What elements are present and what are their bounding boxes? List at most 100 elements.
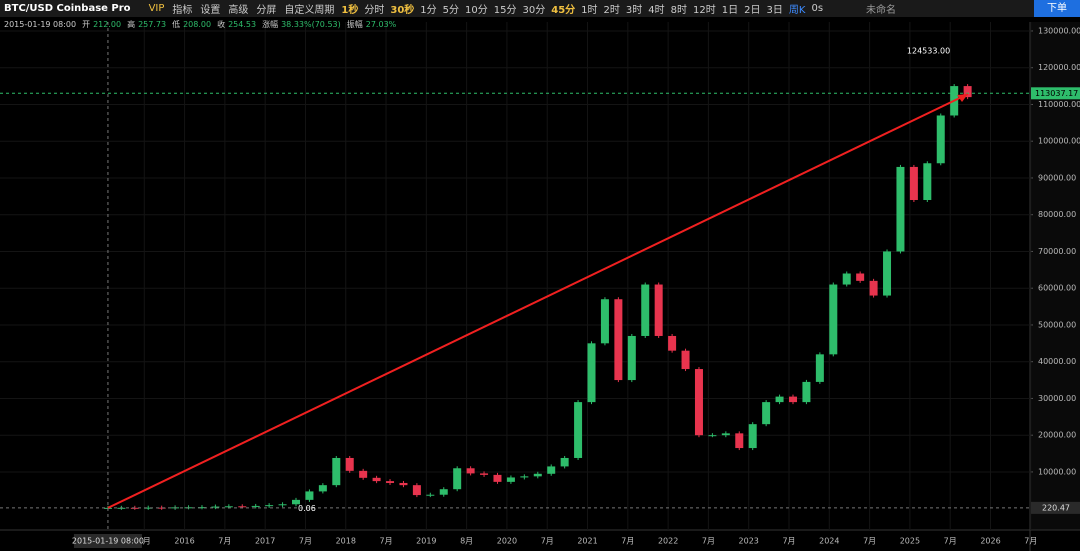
candle-body xyxy=(614,299,623,381)
interval[interactable]: 30秒 xyxy=(390,5,415,16)
candle-body xyxy=(265,505,274,507)
info-value: 38.33%(70.53) xyxy=(281,20,341,29)
toolbar-item[interactable]: 分屏 xyxy=(256,5,277,16)
candle-body xyxy=(936,115,945,164)
interval[interactable]: 12时 xyxy=(693,5,716,16)
y-tick-label: 40000.00 xyxy=(1038,357,1076,366)
interval[interactable]: 1日 xyxy=(721,5,739,16)
candle-body xyxy=(439,489,448,495)
interval[interactable]: 10分 xyxy=(465,5,488,16)
candle-body xyxy=(842,273,851,285)
x-tick-label: 7月 xyxy=(944,537,957,546)
candle-body xyxy=(305,491,314,500)
candle-body xyxy=(735,433,744,449)
toolbar: BTC/USD Coinbase Pro VIP 指标 设置 高级 分屏 自定义周期 1秒分… xyxy=(0,0,1080,17)
ohlc-info: 2015-01-19 08:00 开 212.00 高 257.73 低 208.00 收 25… xyxy=(4,19,402,30)
symbol[interactable]: BTC/USD Coinbase Pro xyxy=(4,3,131,14)
layout-name[interactable]: 未命名 xyxy=(866,5,897,16)
y-tick-label: 100000.00 xyxy=(1038,137,1080,146)
candle-body xyxy=(426,494,435,496)
candle-body xyxy=(345,457,354,471)
x-tick-label: 2023 xyxy=(739,537,759,546)
interval[interactable]: 2时 xyxy=(603,5,620,16)
high-label: 124533.00 xyxy=(907,47,950,56)
info-label: 收 xyxy=(217,20,226,29)
candle-body xyxy=(547,466,556,474)
trend-line xyxy=(107,93,969,509)
candle-body xyxy=(520,476,529,478)
interval[interactable]: 45分 xyxy=(551,5,576,16)
x-tick-label: 2022 xyxy=(658,537,678,546)
candle-body xyxy=(641,284,650,336)
candle-body xyxy=(748,424,757,449)
interval[interactable]: 30分 xyxy=(522,5,546,16)
candle-body xyxy=(883,251,892,296)
x-tick-label: 7月 xyxy=(1024,537,1037,546)
info-label: 低 xyxy=(172,20,181,29)
candle-body xyxy=(466,468,475,474)
interval[interactable]: 2日 xyxy=(744,5,761,16)
base-price-label: 220.47 xyxy=(1042,503,1070,512)
info-value: 257.73 xyxy=(138,20,167,29)
candle-body xyxy=(224,506,233,508)
candle-body xyxy=(802,381,811,403)
candle-body xyxy=(869,280,878,296)
interval[interactable]: 8时 xyxy=(670,5,688,16)
x-tick-label: 7月 xyxy=(863,537,876,546)
candle-body xyxy=(654,284,663,336)
candle-body xyxy=(923,163,932,201)
interval[interactable]: 周K xyxy=(788,5,806,16)
interval[interactable]: 15分 xyxy=(493,5,517,16)
candle-body xyxy=(708,435,717,437)
candle-body xyxy=(157,507,166,509)
x-tick-label: 8月 xyxy=(460,537,473,546)
candle-body xyxy=(600,299,609,344)
x-tick-label: 2018 xyxy=(336,537,356,546)
x-tick-label: 2017 xyxy=(255,537,275,546)
info-value: 27.03% xyxy=(365,20,397,29)
x-tick-label: 7月 xyxy=(138,537,151,546)
candle-body xyxy=(775,396,784,403)
x-tick-label: 7月 xyxy=(782,537,795,546)
candle-body xyxy=(359,470,368,478)
y-tick-label: 10000.00 xyxy=(1038,467,1076,476)
interval[interactable]: 3日 xyxy=(766,5,783,16)
toolbar-item[interactable]: 自定义周期 xyxy=(284,5,335,16)
x-tick-label: 7月 xyxy=(380,537,393,546)
x-tick-label: 7月 xyxy=(299,537,312,546)
interval[interactable]: 3时 xyxy=(625,5,643,16)
toolbar-item[interactable]: 设置 xyxy=(200,5,221,16)
candle-body xyxy=(762,402,771,425)
info-label: 振幅 xyxy=(346,20,363,29)
current-price-label: 113037.17 xyxy=(1035,89,1078,98)
candle-body xyxy=(480,473,489,475)
interval[interactable]: 1分 xyxy=(420,5,437,16)
toolbar-item[interactable]: VIP xyxy=(148,3,165,14)
candle-body xyxy=(332,457,341,486)
y-tick-label: 60000.00 xyxy=(1038,284,1076,293)
x-tick-label: 7月 xyxy=(541,537,554,546)
y-tick-label: 20000.00 xyxy=(1038,431,1076,440)
toolbar-item[interactable]: 高级 xyxy=(228,5,249,16)
x-tick-label: 7月 xyxy=(621,537,634,546)
interval[interactable]: 4时 xyxy=(648,5,665,16)
candle-body xyxy=(896,166,905,252)
interval[interactable]: 1时 xyxy=(581,5,598,16)
info-label: 涨幅 xyxy=(262,20,279,29)
interval[interactable]: 1秒 xyxy=(341,5,359,16)
interval[interactable]: 0s xyxy=(811,3,824,14)
interval[interactable]: 分时 xyxy=(364,5,385,16)
x-tick-label: 2019 xyxy=(416,537,436,546)
candle-body xyxy=(386,481,395,483)
low-label: 0.06 xyxy=(298,504,316,513)
candle-body xyxy=(627,335,636,381)
info-value: 212.00 xyxy=(93,20,122,29)
base-price-box xyxy=(1031,501,1080,514)
interval[interactable]: 5分 xyxy=(442,5,460,16)
candle-body xyxy=(372,477,381,482)
toolbar-item[interactable]: 指标 xyxy=(172,5,193,16)
candle-body xyxy=(856,273,865,281)
x-tick-label: 2016 xyxy=(174,537,194,546)
order-button[interactable]: 下单 xyxy=(1034,0,1080,17)
y-tick-label: 110000.00 xyxy=(1038,100,1080,109)
